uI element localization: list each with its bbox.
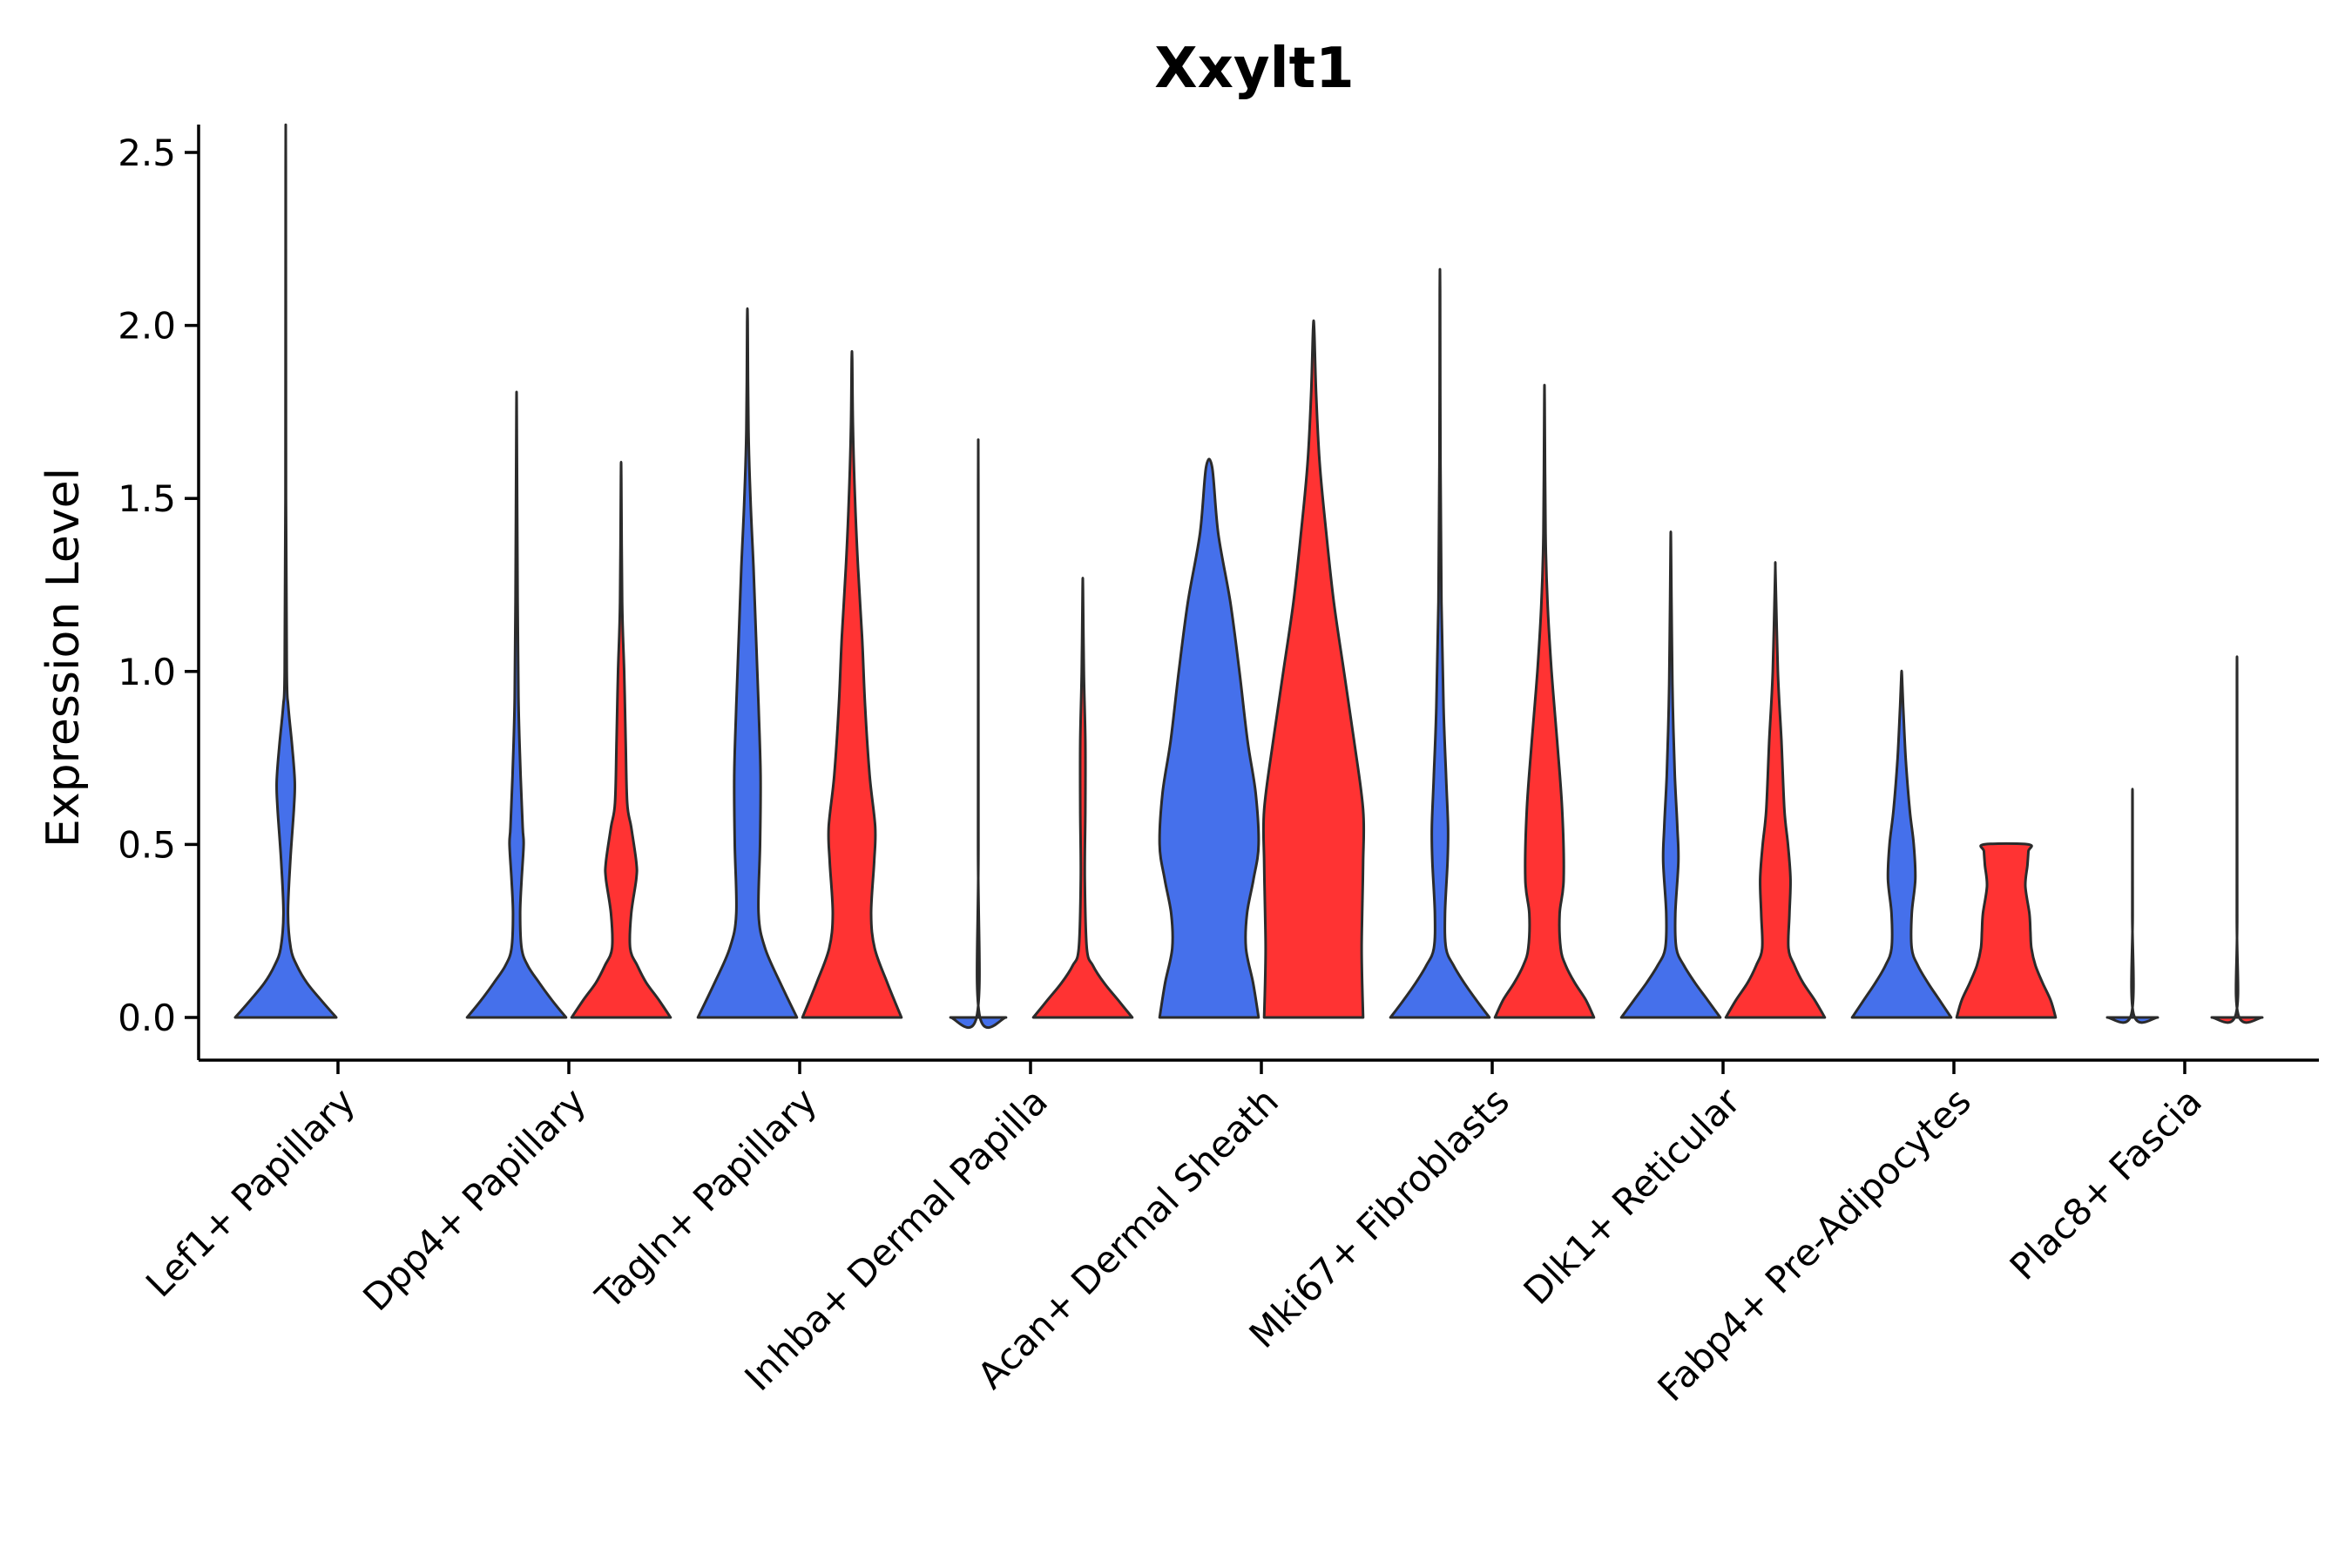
y-tick-label: 2.0	[118, 305, 176, 348]
violin-tagln-papillary-group-1	[696, 307, 799, 1019]
violin-fabp4-pre-adipocytes-group-2	[1955, 841, 2058, 1019]
violin-mki67-fibroblasts-group-1	[1389, 267, 1491, 1019]
violin-plac8-fascia-group-1	[2105, 787, 2159, 1024]
violin-dlk1-reticular-group-2	[1724, 561, 1827, 1019]
y-tick-label: 0.0	[118, 997, 176, 1039]
violin-dpp4-papillary-group-2	[570, 460, 672, 1019]
violin-dpp4-papillary-group-1	[465, 390, 568, 1019]
x-tick-label: Dpp4+ Papillary	[355, 1079, 594, 1319]
violin-inhba-dermal-papilla-group-1	[949, 438, 1008, 1030]
violin-dlk1-reticular-group-1	[1619, 530, 1722, 1019]
x-tick-label: Tagln+ Papillary	[587, 1079, 825, 1317]
violin-tagln-papillary-group-2	[801, 349, 903, 1019]
violin-lef1-papillary-group-1	[233, 123, 338, 1019]
y-tick-label: 1.5	[118, 477, 176, 520]
y-axis-ticks: 0.0 0.5 1.0 1.5 2.0 2.5	[118, 132, 199, 1039]
violin-acan-dermal-sheath-group-2	[1261, 319, 1366, 1019]
violin-plac8-fascia-group-2	[2210, 655, 2264, 1024]
violin-fabp4-pre-adipocytes-group-1	[1850, 669, 1953, 1019]
violin-acan-dermal-sheath-group-1	[1158, 457, 1260, 1019]
x-tick-label: Plac8+ Fascia	[2002, 1079, 2210, 1288]
violin-mki67-fibroblasts-group-2	[1493, 383, 1596, 1019]
x-tick-label: Dlk1+ Reticular	[1516, 1079, 1749, 1313]
x-tick-label: Mki67+ Fibroblasts	[1241, 1079, 1517, 1355]
violin-inhba-dermal-papilla-group-2	[1031, 577, 1134, 1019]
y-tick-label: 0.5	[118, 823, 176, 866]
y-tick-label: 1.0	[118, 651, 176, 693]
chart-title: Xxylt1	[1154, 37, 1354, 101]
y-axis-label: Expression Level	[37, 468, 90, 848]
y-tick-label: 2.5	[118, 132, 176, 174]
violin-layer	[233, 123, 2264, 1030]
x-tick-label: Lef1+ Papillary	[138, 1079, 363, 1305]
